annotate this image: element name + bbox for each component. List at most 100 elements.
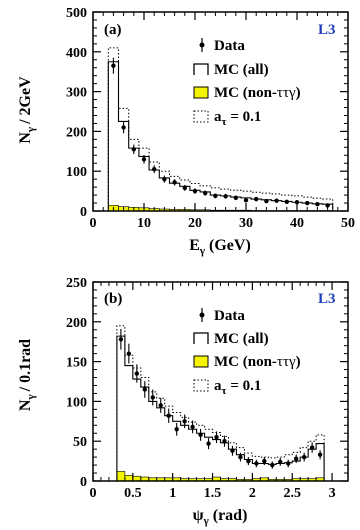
- data-point-a: [274, 198, 279, 203]
- plot-frame-a: [92, 11, 349, 212]
- data-point-a: [264, 198, 269, 204]
- atau-histogram-b: [116, 325, 325, 481]
- x-tick-label-b: 3: [329, 486, 336, 501]
- legend-a: Data MC (all) MC (non-ττγ) aτ = 0.1: [193, 38, 301, 128]
- data-point-a: [121, 125, 126, 130]
- y-tick-label-b: 200: [66, 316, 87, 331]
- data-point-b: [118, 337, 124, 342]
- data-point-b: [158, 403, 163, 408]
- data-point-b: [309, 445, 315, 450]
- experiment-label-a: L3: [318, 22, 336, 38]
- y-tick-label-a: 500: [66, 6, 87, 21]
- data-point-b: [198, 432, 203, 438]
- data-point-a: [172, 180, 177, 185]
- y-tick-label-a: 100: [66, 165, 87, 180]
- y-tick-label-b: 250: [66, 276, 87, 291]
- legend-mc-non-greek-a: ττγ: [277, 85, 296, 101]
- legend-data-marker-a: [199, 38, 205, 52]
- data-point-b: [166, 413, 171, 418]
- data-point-a: [213, 193, 218, 199]
- data-point-a: [162, 176, 167, 182]
- x-tick-label-b: 0.5: [124, 486, 142, 501]
- mc-all-histogram-b: [116, 335, 325, 481]
- panel-label-a: (a): [104, 22, 122, 38]
- plot-area-a: 0 100 200 300 400 500 0 10 20 30 40 50: [66, 6, 355, 231]
- experiment-label-b: L3: [318, 291, 336, 307]
- data-point-b: [222, 439, 227, 444]
- x-axis-label-sub-a: γ: [199, 245, 205, 257]
- legend-mc-non-prefix-a: MC (non-: [214, 85, 277, 101]
- y-tick-label-b: 50: [73, 435, 87, 450]
- legend-atau-sub-b: τ: [222, 385, 227, 397]
- x-axis-label-main-b: ψ: [193, 507, 204, 524]
- y-axis-label-a: Nγ / 2GeV: [17, 76, 37, 144]
- data-point-b: [182, 419, 187, 424]
- legend-atau-label-a: aτ = 0.1: [214, 109, 261, 128]
- y-axis-label-unit-b: / 0.1rad: [17, 339, 34, 393]
- data-point-b: [190, 424, 195, 430]
- data-point-b: [246, 458, 251, 464]
- plot-area-b: 0 50 100 150 200 250 0 0.5 1 1.5 2 2.5 3: [66, 276, 348, 501]
- data-point-a: [182, 185, 187, 191]
- data-point-a: [203, 190, 208, 196]
- data-point-a: [254, 196, 259, 202]
- y-tick-label-b: 0: [80, 475, 87, 490]
- panel-label-b: (b): [104, 291, 122, 307]
- x-tick-label-b: 1: [169, 486, 176, 501]
- legend-mc-non-greek-b: ττγ: [277, 354, 296, 370]
- x-tick-label-a: 10: [137, 216, 151, 231]
- mc-non-bar-b: [116, 471, 126, 482]
- x-tick-label-b: 0: [90, 486, 97, 501]
- legend-mc-non-suffix-a: ): [296, 85, 301, 101]
- legend-atau-marker-b: [193, 379, 209, 392]
- y-axis-label-main-b: N: [17, 399, 34, 411]
- legend-mc-non-marker-a: [193, 86, 209, 99]
- y-axis-label-sub-b: γ: [25, 394, 37, 400]
- data-point-a: [233, 195, 238, 201]
- data-point-b: [134, 371, 140, 376]
- legend-mc-all-marker-a: [193, 63, 209, 75]
- legend-mc-non-prefix-b: MC (non-: [214, 354, 277, 370]
- x-tick-label-a: 0: [90, 216, 97, 231]
- x-tick-label-a: 50: [341, 216, 355, 231]
- data-point-a: [141, 157, 147, 162]
- legend-atau-main-b: a: [214, 378, 222, 394]
- x-axis-label-b: ψγ (rad): [193, 507, 248, 527]
- mc-non-bar-b: [124, 475, 134, 482]
- data-point-a: [192, 188, 198, 194]
- x-axis-label-sub-b: γ: [203, 515, 209, 527]
- data-point-a: [152, 167, 157, 172]
- data-point-b: [206, 441, 211, 446]
- data-point-a: [284, 199, 289, 205]
- data-point-b: [262, 458, 267, 464]
- data-point-b: [142, 387, 147, 392]
- data-point-a: [111, 63, 116, 68]
- y-axis-label-sub-a: γ: [25, 127, 37, 133]
- x-tick-label-b: 2.5: [283, 486, 301, 501]
- y-tick-label-a: 0: [80, 205, 87, 220]
- data-point-b: [270, 462, 275, 468]
- data-point-a: [305, 200, 310, 206]
- data-point-a: [131, 147, 136, 152]
- data-point-b: [317, 452, 323, 457]
- legend-mc-all-label-b: MC (all): [214, 331, 269, 347]
- legend-mc-non-marker-b: [193, 355, 209, 368]
- data-point-a: [223, 194, 228, 199]
- data-point-b: [174, 427, 179, 432]
- x-axis-label-main-a: E: [189, 237, 200, 254]
- legend-data-label-a: Data: [214, 38, 245, 54]
- data-point-b: [150, 395, 155, 400]
- x-tick-label-a: 40: [290, 216, 304, 231]
- legend-atau-rest-a: = 0.1: [227, 109, 262, 125]
- legend-mc-non-label-a: MC (non-ττγ): [214, 85, 301, 101]
- legend-b: Data MC (all) MC (non-ττγ) aτ = 0.1: [193, 308, 301, 397]
- legend-atau-label-b: aτ = 0.1: [214, 378, 261, 397]
- x-axis-label-unit-b: (rad): [213, 507, 248, 524]
- legend-mc-non-suffix-b: ): [296, 354, 301, 370]
- y-axis-label-b: Nγ/ 0.1rad: [17, 339, 37, 411]
- axes-b: 0 50 100 150 200 250 0 0.5 1 1.5 2 2.5 3: [66, 276, 348, 501]
- x-axis-label-unit-a: (GeV): [209, 237, 251, 254]
- y-tick-label-b: 100: [66, 395, 87, 410]
- legend-mc-all-marker-b: [193, 332, 209, 344]
- data-point-a: [294, 200, 300, 205]
